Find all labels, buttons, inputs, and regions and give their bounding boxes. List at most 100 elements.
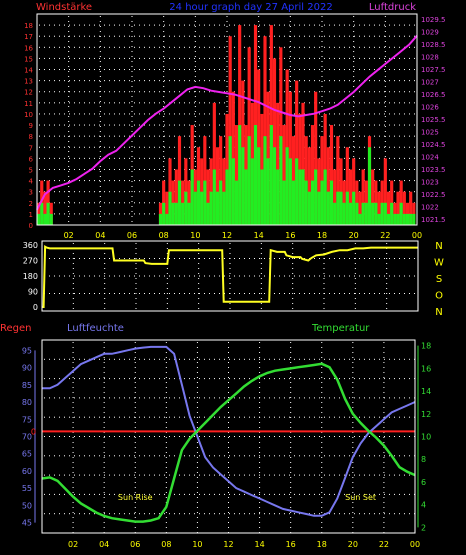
wind-grid-dot xyxy=(114,168,115,170)
wind-grid-dot xyxy=(349,124,350,126)
wind-grid-dot xyxy=(68,26,70,27)
hour-label: 20 xyxy=(349,231,359,240)
wind-scale-label: 12 xyxy=(24,89,33,97)
climate-grid-dot xyxy=(389,493,390,495)
climate-grid-dot xyxy=(324,416,325,418)
direction-grid-dot xyxy=(386,273,388,274)
wind-grid-dot xyxy=(379,80,380,82)
climate-grid-dot xyxy=(228,452,229,453)
wind-grid-dot xyxy=(349,113,350,115)
climate-grid-dot xyxy=(134,397,135,399)
wind-grid-dot xyxy=(384,116,386,117)
wind-avg-bar xyxy=(168,191,172,225)
climate-grid-dot xyxy=(72,467,74,468)
wind-grid-dot xyxy=(194,151,196,152)
climate-grid-dot xyxy=(259,352,261,353)
climate-grid-dot xyxy=(228,442,229,443)
wind-grid-dot xyxy=(163,101,165,102)
climate-grid-dot xyxy=(290,482,292,483)
direction-grid-dot xyxy=(309,275,310,277)
wind-grid-dot xyxy=(119,80,120,82)
wind-grid-dot xyxy=(99,81,101,82)
wind-grid-dot xyxy=(149,113,150,115)
climate-grid-dot xyxy=(204,358,205,360)
direction-grid-dot xyxy=(324,275,325,277)
direction-grid-dot xyxy=(384,275,385,277)
wind-grid-dot xyxy=(321,36,323,37)
climate-grid-dot xyxy=(134,362,136,363)
climate-grid-dot xyxy=(89,493,90,495)
climate-grid-dot xyxy=(352,452,354,453)
wind-grid-dot xyxy=(134,146,135,148)
direction-grid-dot xyxy=(329,293,330,294)
direction-grid-dot xyxy=(59,258,60,259)
wind-grid-dot xyxy=(344,69,345,71)
wind-grid-dot xyxy=(334,24,335,26)
wind-grid-dot xyxy=(104,168,105,170)
wind-grid-dot xyxy=(109,24,110,26)
wind-grid-dot xyxy=(353,141,355,142)
wind-grid-dot xyxy=(384,111,386,112)
climate-grid-dot xyxy=(64,493,65,495)
climate-grid-dot xyxy=(89,455,90,457)
wind-grid-dot xyxy=(384,56,386,57)
wind-grid-dot xyxy=(389,102,390,104)
climate-grid-dot xyxy=(134,407,136,408)
wind-grid-dot xyxy=(163,111,165,112)
wind-grid-dot xyxy=(349,46,350,48)
climate-grid-dot xyxy=(259,467,261,468)
climate-grid-dot xyxy=(384,358,385,360)
wind-grid-dot xyxy=(114,180,115,182)
wind-avg-bar xyxy=(269,125,273,225)
wind-avg-bar xyxy=(364,202,368,225)
climate-grid-dot xyxy=(264,474,265,476)
wind-grid-dot xyxy=(194,136,196,137)
wind-grid-dot xyxy=(163,136,165,137)
wind-grid-dot xyxy=(379,168,380,170)
wind-scale-label: 17 xyxy=(24,33,33,41)
climate-grid-dot xyxy=(284,455,285,457)
wind-grid-dot xyxy=(74,69,75,71)
direction-grid-dot xyxy=(72,263,74,264)
climate-grid-dot xyxy=(129,416,130,418)
climate-grid-dot xyxy=(259,422,261,423)
direction-grid-dot xyxy=(374,275,375,277)
climate-grid-dot xyxy=(228,387,229,388)
wind-grid-dot xyxy=(99,202,100,204)
climate-grid-dot xyxy=(264,397,265,399)
wind-grid-dot xyxy=(219,69,220,71)
climate-grid-dot xyxy=(134,497,136,498)
wind-grid-dot xyxy=(131,176,133,177)
climate-grid-dot xyxy=(219,416,220,418)
wind-grid-dot xyxy=(384,121,386,122)
wind-grid-dot xyxy=(94,168,95,170)
wind-grid-dot xyxy=(284,35,285,37)
direction-grid-dot xyxy=(119,293,120,294)
wind-avg-bar xyxy=(181,202,185,225)
climate-grid-dot xyxy=(359,416,360,418)
climate-grid-dot xyxy=(321,367,323,368)
climate-grid-dot xyxy=(165,487,167,488)
wind-grid-dot xyxy=(49,46,50,48)
wind-grid-dot xyxy=(409,146,410,148)
direction-grid-dot xyxy=(394,258,395,259)
climate-grid-dot xyxy=(165,407,167,408)
direction-grid-dot xyxy=(135,298,137,299)
wind-grid-dot xyxy=(394,102,395,104)
wind-grid-dot xyxy=(384,31,386,32)
climate-grid-dot xyxy=(103,502,105,503)
climate-grid-dot xyxy=(103,462,105,463)
climate-grid-dot xyxy=(154,358,155,360)
wind-grid-dot xyxy=(384,102,385,104)
wind-grid-dot xyxy=(99,124,100,126)
direction-grid-dot xyxy=(174,293,175,294)
wind-grid-dot xyxy=(174,168,175,170)
climate-grid-dot xyxy=(196,357,198,358)
climate-grid-dot xyxy=(389,455,390,457)
wind-grid-dot xyxy=(129,35,130,37)
direction-grid-dot xyxy=(339,293,340,294)
direction-grid-dot xyxy=(229,253,231,254)
climate-grid-dot xyxy=(352,482,354,483)
wind-grid-dot xyxy=(384,46,385,48)
